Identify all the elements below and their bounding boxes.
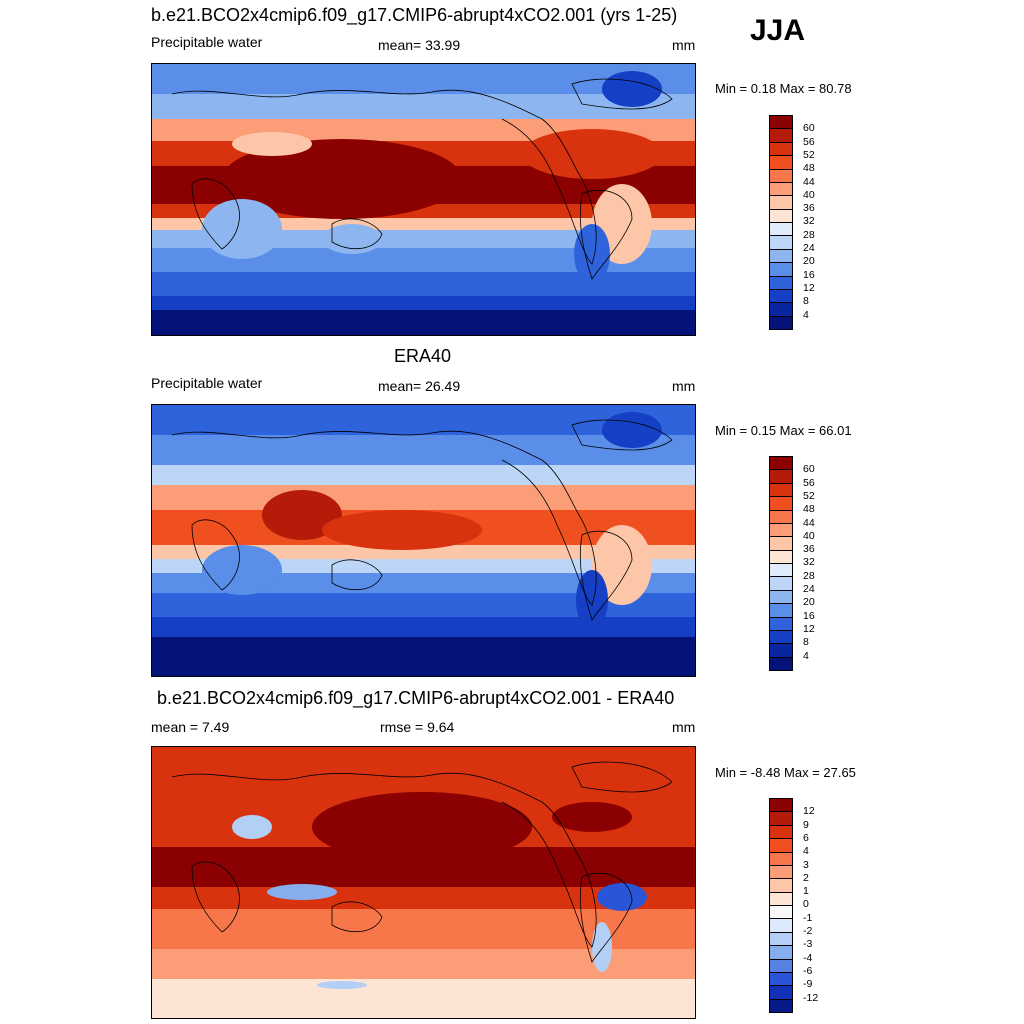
colorbar-tick-label: 48 [803, 162, 815, 175]
colorbar-tick-label: 4 [803, 308, 809, 321]
colorbar-tick-label: 4 [803, 845, 809, 858]
colorbar-tick-label: -9 [803, 978, 813, 991]
panel1-minmax-label: Min = 0.18 Max = 80.78 [715, 81, 852, 96]
colorbar-tick-label: 40 [803, 188, 815, 201]
colorbar-tick-label: 9 [803, 818, 809, 831]
colorbar-tick-label: 32 [803, 556, 815, 569]
colorbar-tick-label: 60 [803, 463, 815, 476]
colorbar-tick-label: 24 [803, 242, 815, 254]
colorbar-tick-label: 24 [803, 583, 815, 595]
panel3-colorbar [769, 798, 793, 1013]
colorbar-tick-label: 32 [803, 215, 815, 228]
colorbar-tick-label: 28 [803, 228, 815, 241]
panel1-variable-label: Precipitable water [151, 34, 263, 50]
colorbar-tick-label: 3 [803, 858, 809, 871]
season-label: JJA [750, 14, 806, 47]
colorbar-tick-label: 44 [803, 175, 815, 188]
colorbar-tick-label: 12 [803, 805, 815, 818]
panel1-colorbar [769, 115, 793, 330]
colorbar-tick-label: -1 [803, 911, 813, 924]
panel3-map [151, 746, 696, 1019]
colorbar-tick-label: 0 [803, 898, 809, 911]
panel2-colorbar [769, 456, 793, 671]
colorbar-tick-label: 56 [803, 476, 815, 489]
panel3-title: b.e21.BCO2x4cmip6.f09_g17.CMIP6-abrupt4x… [157, 688, 675, 708]
panel2-map [151, 404, 696, 677]
colorbar-tick-label: 36 [803, 543, 815, 556]
panel2-variable-label: Precipitable water [151, 375, 263, 391]
panel1-map [151, 63, 696, 336]
colorbar-tick-label: 44 [803, 516, 815, 529]
colorbar-tick-label: 40 [803, 529, 815, 542]
colorbar-tick-label: 6 [803, 831, 809, 844]
colorbar-tick-label: 36 [803, 202, 815, 215]
panel3-minmax-label: Min = -8.48 Max = 27.65 [715, 765, 856, 780]
colorbar-tick-label: 2 [803, 871, 809, 884]
colorbar-tick-label: 56 [803, 135, 815, 148]
panel1-mean-label: mean= 33.99 [378, 37, 461, 53]
colorbar-tick-label: 8 [803, 295, 809, 308]
colorbar-tick-label: -3 [803, 938, 813, 951]
colorbar-tick-label: -4 [803, 951, 813, 964]
colorbar-tick-label: 52 [803, 148, 815, 161]
panel1-units-label: mm [672, 37, 696, 53]
panel2-minmax-label: Min = 0.15 Max = 66.01 [715, 423, 852, 438]
panel2-units-label: mm [672, 378, 696, 394]
colorbar-tick-label: -2 [803, 925, 813, 937]
colorbar-tick-label: 20 [803, 596, 815, 609]
colorbar-tick-label: 52 [803, 489, 815, 502]
colorbar-tick-label: 28 [803, 569, 815, 582]
panel3-mean-label: mean = 7.49 [151, 719, 230, 735]
colorbar-tick-label: 4 [803, 649, 809, 662]
panel1-map-field [152, 64, 695, 335]
colorbar-tick-label: 1 [803, 885, 809, 898]
panel2-mean-label: mean= 26.49 [378, 378, 461, 394]
panel2-map-field [152, 405, 695, 676]
colorbar-tick-label: 8 [803, 636, 809, 649]
colorbar-tick-label: 60 [803, 122, 815, 135]
colorbar-tick-label: 16 [803, 268, 815, 281]
panel3-units-label: mm [672, 719, 696, 735]
panel3-rmse-label: rmse = 9.64 [380, 719, 455, 735]
colorbar-tick-label: 12 [803, 281, 815, 294]
colorbar-tick-label: 16 [803, 609, 815, 622]
colorbar-tick-label: -12 [803, 991, 819, 1004]
panel2-title: ERA40 [394, 346, 452, 366]
colorbar-tick-label: 20 [803, 255, 815, 268]
colorbar-tick-label: 12 [803, 622, 815, 635]
colorbar-tick-label: 48 [803, 503, 815, 516]
panel3-map-field [152, 747, 695, 1018]
panel1-title: b.e21.BCO2x4cmip6.f09_g17.CMIP6-abrupt4x… [151, 5, 678, 25]
colorbar-tick-label: -6 [803, 964, 813, 977]
